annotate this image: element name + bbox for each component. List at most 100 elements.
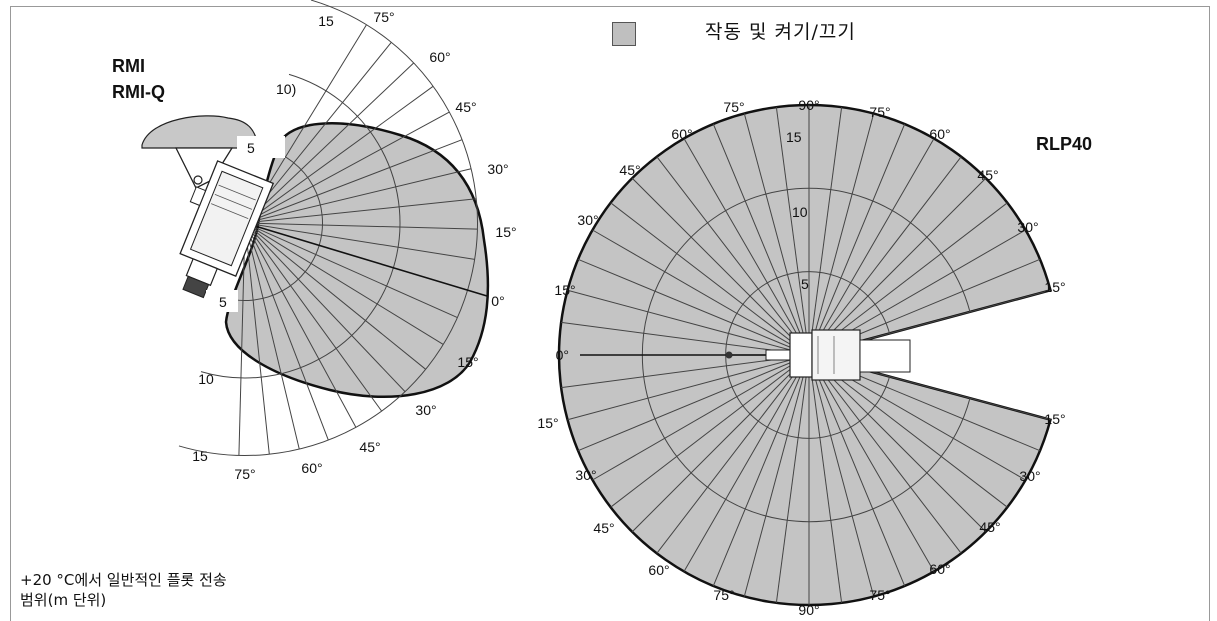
rlp40-angle-spoke [808,156,962,356]
rmi-angle-spoke [244,222,270,455]
rlp40-angle-label-bottom-left: 45° [593,520,614,536]
rmi-angle-label-zero: 0° [491,293,504,309]
rmi-q-title: RMI-Q [112,82,165,102]
rlp40-angle-spoke [683,138,810,356]
rlp40-angle-spoke [808,123,906,356]
rlp40-angle-label-bottom-left: 15° [537,415,558,431]
rmi-angle-label-lower: 30° [415,402,436,418]
rlp40-angle-spoke [592,229,810,356]
label-mask-5-lower [206,290,238,312]
rlp40-angle-label-bottom-left: 75° [713,587,734,603]
rmi-angle-spoke [238,222,246,456]
rmi-range-label: 10) [276,81,296,97]
rlp40-angle-spoke [808,354,843,603]
rlp40-angle-label-bottom-right: 30° [1019,468,1040,484]
rlp40-angle-spoke [775,107,810,356]
rlp40-range-label: 5 [801,276,809,292]
rlp40-angle-spoke [712,354,810,587]
rmi-angle-spoke [244,222,427,370]
rlp40-angle-spoke [808,354,935,572]
rmi-angle-spoke [244,222,478,230]
rlp40-angle-label-bottom-right: 60° [929,561,950,577]
rmi-range-label: 5 [219,294,227,310]
rlp40-range-diagram: 90° 90° 0° 75° 60° 45° 30° 15° 75° 60° 45° 30° 15° 15… [537,97,1092,618]
rlp40-angle-spoke [656,354,810,554]
rmi-coverage-area [224,122,490,399]
rmi-angle-label-lower: 15° [457,354,478,370]
rlp40-angle-spoke [743,354,810,597]
rlp40-angle-label-top-left: 30° [577,212,598,228]
rmi-angle-label-upper: 15° [495,224,516,240]
rlp40-angle-label-bottom-right: 45° [979,519,1000,535]
rlp40-angle-label-90-top: 90° [798,97,819,113]
bracket-screw [193,175,203,185]
caption-line-2: 범위(m 단위) [20,591,107,609]
figure-caption: +20 °C에서 일반적인 플롯 전송 범위(m 단위) [20,570,227,610]
rlp40-angle-label-top-right: 60° [929,126,950,142]
rlp40-angle-label-top-right: 30° [1017,219,1038,235]
legend-label: 작동 및 켜기/끄기 [705,21,856,43]
rlp40-angle-spoke [567,354,810,421]
rlp40-angle-spoke [808,113,875,356]
rmi-angle-label-upper: 45° [455,99,476,115]
rlp40-angle-label-top-right: 15° [1044,279,1065,295]
rmi-angle-spoke [244,222,406,392]
rlp40-angle-label-top-left: 45° [619,162,640,178]
label-mask-5-upper [237,136,285,158]
rlp40-angle-spoke [567,289,810,356]
rlp40-angle-spoke [808,107,843,356]
rmi-angle-spoke [244,222,475,260]
rlp40-angle-spoke [631,177,810,356]
figure-frame [10,6,1210,621]
rmi-probe-body [179,160,275,299]
rlp40-angle-spoke [808,354,987,533]
rmi-angle-spoke [244,222,458,319]
rlp40-range-label: 15 [786,129,802,145]
rmi-angle-label-upper: 75° [373,9,394,25]
rlp40-angle-label-top-left: 75° [723,99,744,115]
rlp40-angle-spoke [743,113,810,356]
rlp40-angle-spoke [577,258,810,356]
rlp40-angle-spoke [656,156,810,356]
rlp40-angle-spoke [631,354,810,533]
rlp40-title: RLP40 [1036,134,1092,154]
rmi-title: RMI [112,56,145,76]
rlp40-angle-spoke [610,354,810,508]
rmi-angle-label-upper: 60° [429,49,450,65]
rlp40-angle-label-bottom-left: 60° [648,562,669,578]
rlp40-angle-spoke [808,354,962,554]
rlp40-angle-label-bottom-right: 15° [1044,411,1065,427]
rlp40-angle-spoke [610,202,810,356]
rlp40-angle-spoke [683,354,810,572]
rmi-zero-axis [244,222,488,297]
caption-line-1: +20 °C에서 일반적인 플롯 전송 [20,571,227,589]
rmi-angle-spoke [244,168,472,224]
rmi-angle-label-lower: 45° [359,439,380,455]
rmi-range-diagram: 75° 60° 45° 30° 15° 0° 15° 30° 45° 60° 75° 5 10) 15 5 1… [112,0,517,482]
rlp40-angle-spoke [808,354,906,587]
legend-swatch [612,22,636,46]
rlp40-angle-label-top-right: 75° [869,104,890,120]
rmi-range-label: 15 [318,13,334,29]
rmi-angle-spoke [244,139,463,224]
rmi-angle-spoke [244,111,450,224]
rlp40-probe [725,329,911,381]
rmi-angle-label-upper: 30° [487,161,508,177]
rlp40-angle-spoke [592,354,810,481]
rmi-range-label: 5 [247,140,255,156]
rlp40-angle-label-bottom-right: 75° [869,587,890,603]
rmi-angle-spoke [244,222,300,450]
rmi-range-ring-3 [178,0,478,456]
rlp40-angle-spoke [712,123,810,356]
rlp40-angle-label-top-left: 60° [671,126,692,142]
rlp40-angle-spoke [808,177,987,356]
rmi-angle-spoke [244,222,383,412]
rlp40-angle-spoke [577,354,810,452]
rmi-angle-label-lower: 75° [234,466,255,482]
rmi-angle-spoke [244,85,434,224]
rmi-angle-spoke [244,62,414,224]
rlp40-angle-label-bottom-left: 30° [575,467,596,483]
rlp40-angle-label-90-bottom: 90° [798,602,819,618]
rmi-angle-spoke [244,222,329,441]
